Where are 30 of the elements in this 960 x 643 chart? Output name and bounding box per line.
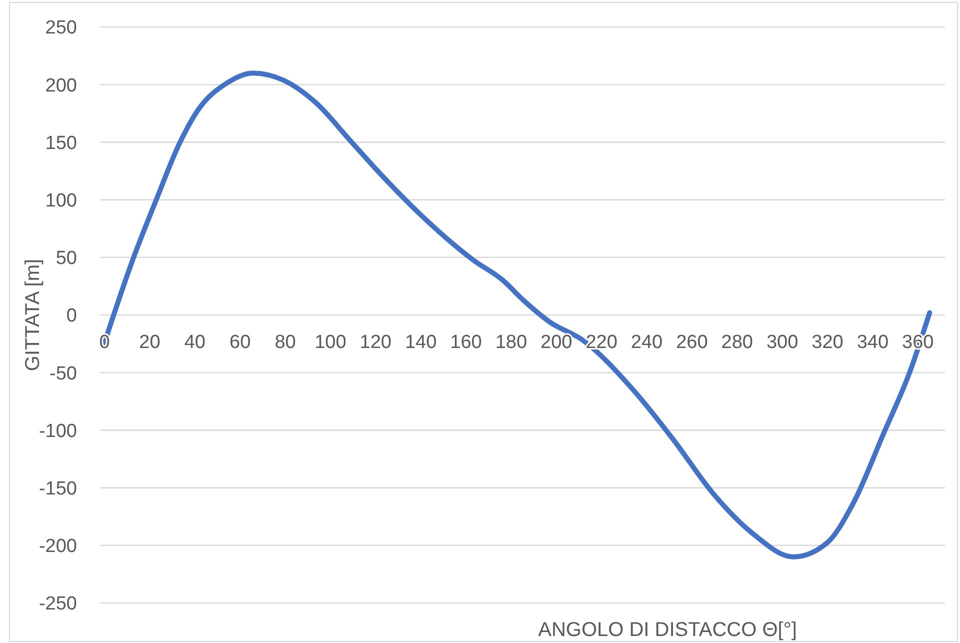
y-tick-label: 100 bbox=[45, 190, 77, 212]
y-tick-label: -100 bbox=[38, 420, 77, 442]
x-tick-label: 200 bbox=[540, 332, 572, 353]
y-tick-label: -150 bbox=[38, 478, 77, 500]
x-tick-label: 60 bbox=[230, 332, 251, 353]
x-tick-label: 240 bbox=[630, 332, 663, 353]
y-tick-label: 200 bbox=[45, 75, 77, 96]
y-tick-label: 250 bbox=[45, 18, 77, 39]
x-tick-label: 180 bbox=[495, 332, 528, 353]
y-axis-title: GITTATA [m] bbox=[22, 258, 44, 372]
x-tick-label: 220 bbox=[586, 332, 618, 353]
x-tick-label: 340 bbox=[856, 332, 889, 353]
x-tick-label: 260 bbox=[676, 332, 708, 353]
x-tick-label: 100 bbox=[314, 332, 346, 353]
x-tick-label: 160 bbox=[450, 332, 482, 353]
x-tick-label: 120 bbox=[360, 332, 392, 353]
y-tick-label: -50 bbox=[50, 363, 77, 384]
x-tick-label: 80 bbox=[274, 332, 296, 353]
x-tick-label: 40 bbox=[184, 332, 206, 353]
y-tick-label: 150 bbox=[45, 132, 77, 154]
y-tick-label: -200 bbox=[38, 536, 77, 558]
x-tick-label: 320 bbox=[812, 332, 844, 353]
x-tick-label: 20 bbox=[139, 332, 160, 353]
x-axis-title: ANGOLO DI DISTACCO Θ[°] bbox=[538, 619, 797, 641]
x-tick-label: 300 bbox=[766, 332, 798, 353]
x-tick-label: 140 bbox=[404, 332, 437, 353]
y-tick-label: -250 bbox=[38, 594, 77, 615]
y-tick-label: 0 bbox=[66, 306, 77, 327]
y-tick-label: 50 bbox=[56, 248, 77, 270]
x-tick-label: 280 bbox=[721, 332, 753, 353]
